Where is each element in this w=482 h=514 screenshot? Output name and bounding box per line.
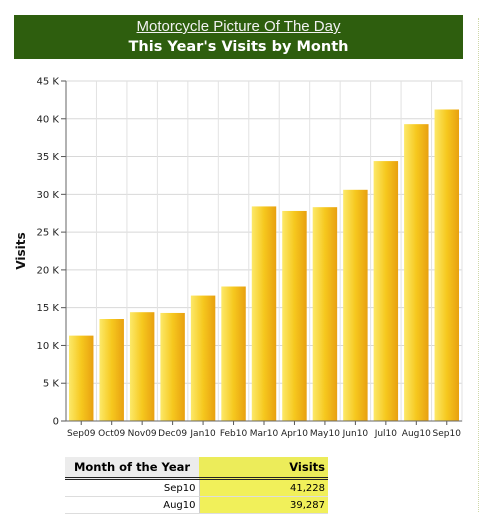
table-row: Aug10 39,287: [65, 496, 328, 514]
bar: [373, 161, 399, 422]
x-tick-label: Nov09: [128, 429, 157, 439]
visits-table: Month of the Year Visits Sep10 41,228 Au…: [65, 457, 328, 514]
table-row: Sep10 41,228: [65, 478, 328, 497]
y-axis-title: Visits: [14, 232, 28, 269]
visits-cell: 41,228: [198, 478, 328, 497]
month-cell: Sep10: [65, 478, 199, 497]
y-tick-label: 0: [53, 417, 59, 428]
x-tick-label: Sep09: [67, 429, 96, 439]
x-tick-label: Oct09: [98, 429, 125, 439]
chart-header: Motorcycle Picture Of The Day This Year'…: [14, 15, 463, 59]
bar: [343, 189, 368, 421]
y-tick-label: 20 K: [37, 265, 60, 276]
bar: [129, 312, 155, 421]
x-tick-label: Jan10: [189, 429, 216, 439]
site-title-link[interactable]: Motorcycle Picture Of The Day: [136, 18, 341, 35]
y-tick-label: 45 K: [37, 77, 60, 88]
y-tick-label: 30 K: [37, 190, 60, 201]
visits-cell: 39,287: [198, 496, 328, 514]
y-tick-label: 40 K: [37, 114, 60, 125]
y-tick-label: 35 K: [37, 152, 60, 163]
x-tick-label: Jun10: [342, 429, 369, 439]
x-tick-label: Mar10: [250, 429, 279, 439]
page-divider: [478, 18, 479, 512]
month-cell: Aug10: [65, 496, 199, 514]
chart-title: This Year's Visits by Month: [128, 39, 349, 55]
bar: [312, 207, 338, 421]
bar: [251, 206, 277, 421]
x-tick-label: Apr10: [281, 429, 308, 439]
bar: [434, 109, 459, 421]
y-tick-label: 15 K: [37, 303, 60, 314]
y-tick-label: 10 K: [37, 341, 60, 352]
x-tick-label: Dec09: [158, 429, 187, 439]
visits-column-header[interactable]: Visits: [199, 457, 328, 479]
x-tick-label: Aug10: [402, 429, 431, 439]
y-tick-label: 5 K: [43, 379, 60, 390]
x-tick-label: Jul10: [374, 429, 398, 439]
bar: [160, 312, 185, 421]
bar: [99, 319, 124, 421]
bar: [404, 124, 429, 421]
month-column-header[interactable]: Month of the Year: [65, 457, 199, 479]
x-tick-label: Sep10: [433, 429, 462, 439]
bar: [190, 295, 216, 421]
x-tick-label: May10: [310, 429, 340, 439]
y-tick-label: 25 K: [37, 228, 60, 239]
bar: [282, 210, 307, 421]
x-tick-label: Feb10: [220, 429, 248, 439]
bar: [221, 286, 246, 421]
bar-chart: 0 5 K 10 K 15 K 20 K 25 K 30 K 35 K 40 K 45 K Sep0…: [14, 77, 463, 439]
bar: [69, 335, 94, 421]
